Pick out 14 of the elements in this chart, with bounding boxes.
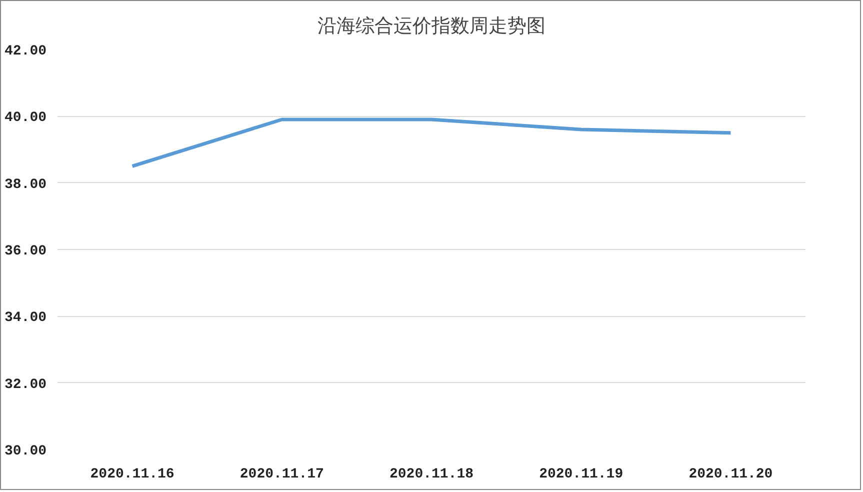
y-tick-label: 34.00 (4, 310, 47, 326)
chart-title: 沿海综合运价指数周走势图 (318, 16, 546, 37)
y-tick-label: 40.00 (4, 110, 47, 126)
y-tick-label: 36.00 (4, 244, 47, 260)
y-tick-label: 30.00 (4, 444, 47, 460)
x-tick-label: 2020.11.17 (240, 466, 324, 482)
y-tick-label: 38.00 (4, 176, 47, 193)
y-tick-label: 32.00 (4, 376, 47, 393)
x-tick-label: 2020.11.16 (90, 466, 174, 482)
x-tick-label: 2020.11.20 (688, 466, 773, 482)
y-tick-label: 42.00 (4, 44, 47, 60)
x-tick-label: 2020.11.18 (389, 466, 474, 482)
line-series (130, 118, 732, 168)
x-tick-label: 2020.11.19 (539, 466, 624, 482)
